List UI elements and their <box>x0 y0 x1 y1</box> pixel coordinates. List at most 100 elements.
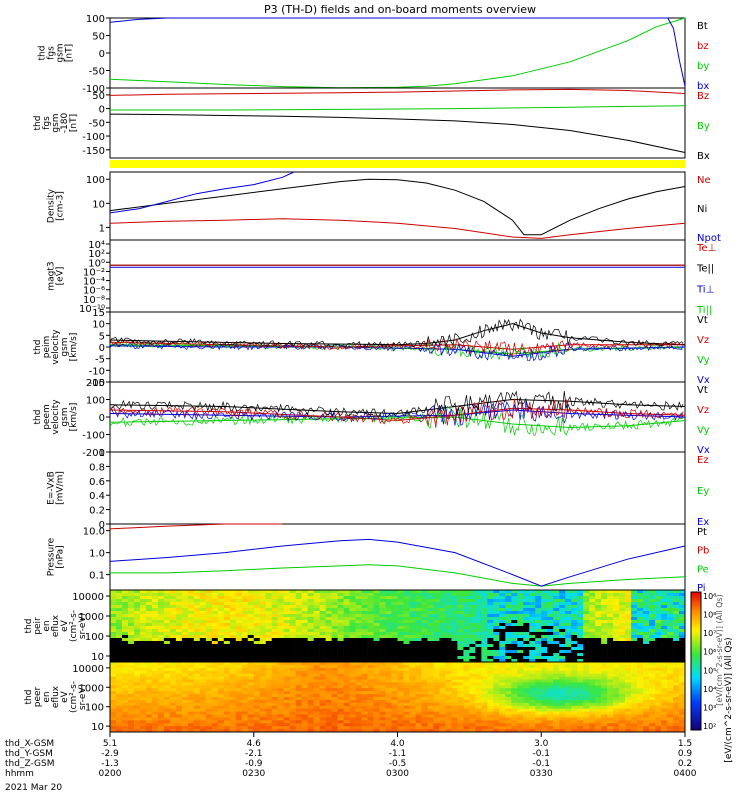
heatmap-cell <box>385 670 392 674</box>
heatmap-cell <box>655 670 662 674</box>
legend-entry: Ey <box>697 486 709 497</box>
heatmap-cell <box>643 694 650 698</box>
heatmap-cell <box>517 608 524 612</box>
heatmap-cell <box>577 626 584 630</box>
heatmap-cell <box>379 647 386 651</box>
heatmap-cell <box>259 629 267 633</box>
y-tick-label: 1000 <box>79 683 104 694</box>
heatmap-cell <box>319 656 326 660</box>
heatmap-cell <box>631 708 638 712</box>
heatmap-cell <box>505 723 512 727</box>
heatmap-cell <box>535 611 542 615</box>
heatmap-cell <box>127 605 135 609</box>
heatmap-cell <box>145 717 153 721</box>
heatmap-cell <box>217 667 225 672</box>
heatmap-cell <box>619 702 626 707</box>
heatmap-cell <box>421 667 428 672</box>
heatmap-cell <box>331 620 338 624</box>
heatmap-cell <box>331 714 338 718</box>
heatmap-cell <box>127 667 135 672</box>
heatmap-cell <box>157 629 165 633</box>
heatmap-cell <box>595 694 602 698</box>
heatmap-cell <box>601 632 608 636</box>
heatmap-cell <box>229 662 237 666</box>
heatmap-cell <box>619 691 626 695</box>
heatmap-cell <box>199 705 207 709</box>
heatmap-cell <box>607 647 614 651</box>
heatmap-cell <box>613 694 620 698</box>
heatmap-cell <box>577 593 584 597</box>
heatmap-cell <box>529 596 536 600</box>
heatmap-cell <box>277 596 284 600</box>
heatmap-cell <box>229 635 237 639</box>
heatmap-cell <box>613 726 620 730</box>
heatmap-cell <box>259 632 267 636</box>
heatmap-cell <box>541 653 548 657</box>
heatmap-cell <box>439 641 446 645</box>
heatmap-cell <box>661 635 668 639</box>
heatmap-cell <box>661 602 668 606</box>
panel-frame <box>109 451 686 525</box>
heatmap-cell <box>475 638 482 642</box>
heatmap-cell <box>259 623 267 627</box>
heatmap-cell <box>110 673 117 677</box>
heatmap-cell <box>175 632 183 636</box>
heatmap-cell <box>595 702 602 707</box>
heatmap-cell <box>193 685 201 689</box>
heatmap-cell <box>110 626 117 630</box>
heatmap-cell <box>583 647 590 651</box>
heatmap-cell <box>133 614 141 618</box>
heatmap-cell <box>631 702 638 707</box>
heatmap-cell <box>211 635 219 639</box>
heatmap-cell <box>223 614 231 618</box>
status-bar <box>110 160 685 168</box>
heatmap-cell <box>139 667 147 672</box>
heatmap-cell <box>325 623 332 627</box>
heatmap-cell <box>175 708 183 712</box>
legend-entry: Ti|| <box>696 305 712 316</box>
heatmap-cell <box>499 685 506 689</box>
heatmap-cell <box>589 647 596 651</box>
heatmap-cell <box>193 602 201 606</box>
y-axis-label: thd <box>33 340 43 355</box>
heatmap-cell <box>523 705 530 709</box>
heatmap-cell <box>217 638 225 642</box>
heatmap-cell <box>133 626 141 630</box>
heatmap-cell <box>115 623 123 627</box>
heatmap-cell <box>337 729 344 733</box>
heatmap-cell <box>133 659 141 663</box>
heatmap-cell <box>175 691 183 695</box>
heatmap-cell <box>295 635 302 639</box>
heatmap-cell <box>325 611 332 615</box>
heatmap-cell <box>235 685 243 689</box>
heatmap-cell <box>325 641 332 645</box>
heatmap-cell <box>469 650 476 654</box>
heatmap-cell <box>223 608 231 612</box>
heatmap-cell <box>241 720 249 724</box>
heatmap-cell <box>223 626 231 630</box>
heatmap-cell <box>277 647 284 651</box>
heatmap-cell <box>361 629 368 633</box>
heatmap-cell <box>613 641 620 645</box>
heatmap-cell <box>505 694 512 698</box>
heatmap-cell <box>253 679 261 683</box>
heatmap-cell <box>463 699 470 704</box>
heatmap-cell <box>451 726 458 730</box>
heatmap-cell <box>169 596 177 600</box>
heatmap-cell <box>499 635 506 639</box>
heatmap-cell <box>349 720 356 724</box>
heatmap-cell <box>301 629 308 633</box>
heatmap-cell <box>427 608 434 612</box>
heatmap-cell <box>361 685 368 689</box>
heatmap-cell <box>205 679 213 683</box>
heatmap-cell <box>337 711 344 715</box>
heatmap-cell <box>271 662 279 666</box>
heatmap-cell <box>523 659 530 663</box>
heatmap-cell <box>673 673 680 677</box>
heatmap-cell <box>223 717 231 721</box>
heatmap-cell <box>157 688 165 692</box>
heatmap-cell <box>373 697 380 701</box>
heatmap-cell <box>565 688 572 692</box>
heatmap-cell <box>463 670 470 674</box>
